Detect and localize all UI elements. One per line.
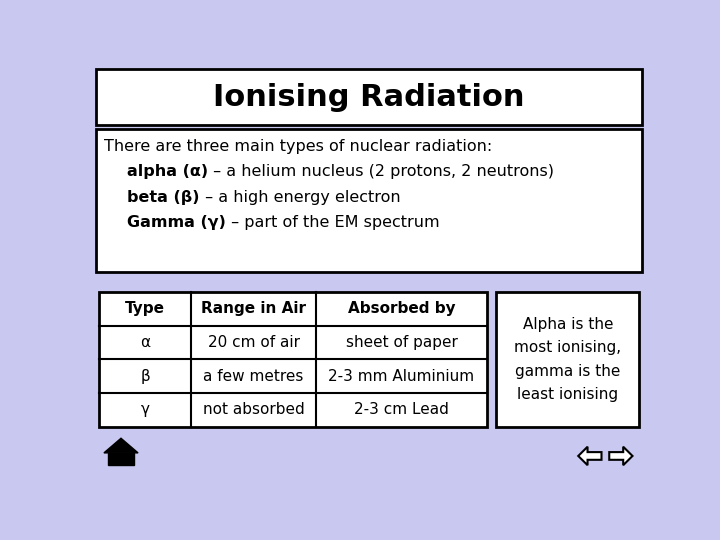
- Text: sheet of paper: sheet of paper: [346, 335, 457, 350]
- Polygon shape: [578, 447, 601, 465]
- Text: There are three main types of nuclear radiation:: There are three main types of nuclear ra…: [104, 139, 492, 154]
- Text: γ: γ: [140, 402, 150, 417]
- FancyBboxPatch shape: [96, 70, 642, 125]
- Text: – part of the EM spectrum: – part of the EM spectrum: [226, 215, 440, 230]
- Text: beta (β): beta (β): [127, 190, 199, 205]
- Text: 20 cm of air: 20 cm of air: [207, 335, 300, 350]
- Polygon shape: [104, 438, 138, 453]
- Polygon shape: [108, 453, 134, 465]
- Text: not absorbed: not absorbed: [202, 402, 305, 417]
- Text: α: α: [140, 335, 150, 350]
- Text: Type: Type: [125, 301, 165, 316]
- Text: Ionising Radiation: Ionising Radiation: [213, 83, 525, 112]
- Text: 2-3 cm Lead: 2-3 cm Lead: [354, 402, 449, 417]
- FancyBboxPatch shape: [496, 292, 639, 427]
- Text: Absorbed by: Absorbed by: [348, 301, 455, 316]
- FancyBboxPatch shape: [99, 292, 487, 427]
- Text: a few metres: a few metres: [203, 369, 304, 383]
- Text: alpha (α): alpha (α): [127, 164, 208, 179]
- FancyBboxPatch shape: [96, 130, 642, 272]
- Text: Gamma (γ): Gamma (γ): [127, 215, 226, 230]
- Text: β: β: [140, 369, 150, 383]
- Text: Range in Air: Range in Air: [201, 301, 306, 316]
- Text: – a helium nucleus (2 protons, 2 neutrons): – a helium nucleus (2 protons, 2 neutron…: [208, 164, 554, 179]
- Text: Alpha is the
most ionising,
gamma is the
least ionising: Alpha is the most ionising, gamma is the…: [514, 317, 621, 402]
- Text: 2-3 mm Aluminium: 2-3 mm Aluminium: [328, 369, 474, 383]
- Polygon shape: [609, 447, 632, 465]
- Text: – a high energy electron: – a high energy electron: [199, 190, 400, 205]
